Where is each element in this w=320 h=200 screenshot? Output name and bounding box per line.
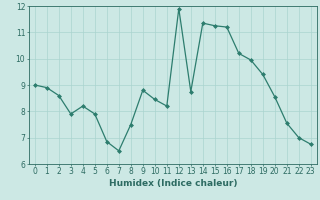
X-axis label: Humidex (Indice chaleur): Humidex (Indice chaleur): [108, 179, 237, 188]
